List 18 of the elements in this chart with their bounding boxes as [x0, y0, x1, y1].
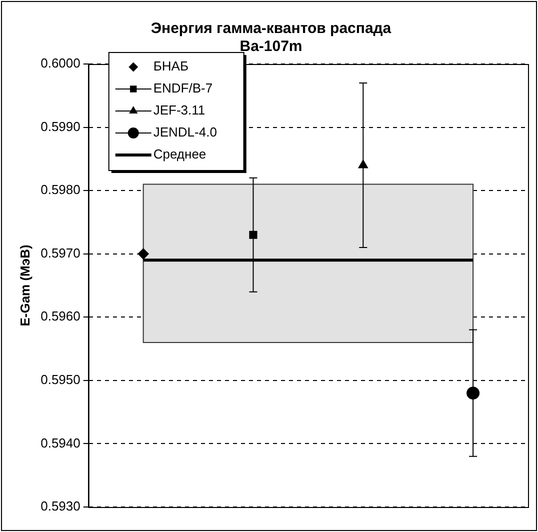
y-tick-label: 0.5930 — [40, 498, 80, 514]
y-axis-title: E-Gam (МэВ) — [17, 244, 32, 326]
chart-title: Энергия гамма-квантов распада Ba-107m — [150, 20, 392, 56]
point — [466, 386, 480, 400]
legend-label: JENDL-4.0 — [153, 124, 217, 140]
legend-label: JEF-3.11 — [153, 102, 206, 118]
y-tick-label: 0.5990 — [40, 118, 80, 134]
y-tick-label: 0.5940 — [40, 435, 80, 450]
point — [138, 248, 149, 260]
y-tick-label: 0.5960 — [40, 308, 80, 324]
y-tick-label: 0.5970 — [40, 245, 80, 260]
y-tick-label: 0.5980 — [40, 182, 80, 198]
y-tick-label: 0.5950 — [40, 372, 80, 388]
legend-label: БНАБ — [153, 58, 188, 74]
legend-label: ENDF/B-7 — [153, 80, 213, 96]
point — [249, 230, 258, 239]
y-tick-label: 0.6000 — [40, 56, 80, 71]
legend-label: Среднее — [153, 146, 206, 162]
